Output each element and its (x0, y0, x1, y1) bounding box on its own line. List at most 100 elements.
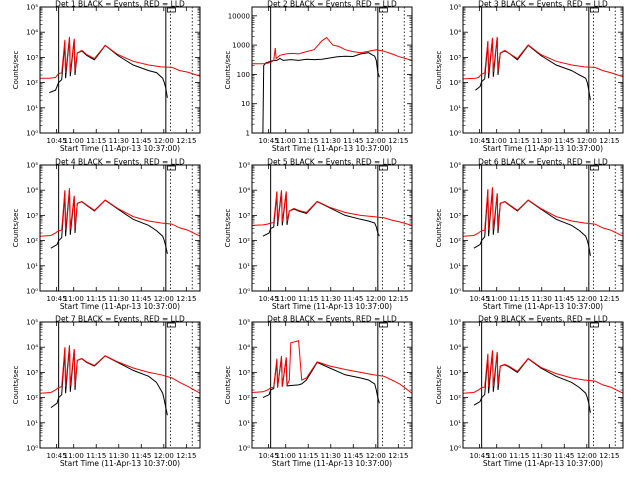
panel-title: Det 5 BLACK = Events, RED = LLD (267, 158, 397, 167)
x-tick-label: 11:45 (343, 295, 363, 303)
y-tick-label: 10⁰ (26, 130, 38, 138)
marker-box (378, 322, 388, 328)
x-axis-label: Start Time (11-Apr-13 10:37:00) (272, 144, 392, 153)
y-tick-label: 10⁵ (449, 162, 461, 170)
marker-box (166, 165, 176, 171)
x-tick-label: 11:15 (298, 137, 318, 145)
x-tick-label: 11:15 (86, 137, 106, 145)
x-tick-label: 10:45 (47, 295, 67, 303)
panel-title: Det 9 BLACK = Events, RED = LLD (478, 315, 608, 324)
x-tick-label: 10:45 (47, 452, 67, 460)
y-tick-label: 10⁰ (449, 288, 461, 296)
y-tick-label: 10³ (238, 212, 250, 220)
series-lld-line (463, 350, 623, 394)
x-tick-label: 10:45 (470, 137, 490, 145)
x-tick-label: 11:30 (109, 295, 129, 303)
x-tick-label: 10:45 (259, 295, 279, 303)
plot-frame (251, 321, 413, 449)
x-tick-label: 12:00 (577, 452, 597, 460)
x-tick-label: 11:30 (321, 137, 341, 145)
y-tick-label: 10³ (449, 369, 461, 377)
y-tick-label: 10⁵ (26, 319, 38, 327)
x-tick-label: 11:45 (554, 295, 574, 303)
x-tick-label: 11:15 (86, 452, 106, 460)
x-tick-label: 12:15 (599, 295, 619, 303)
series-lld-line (463, 187, 623, 237)
y-tick-label: 10³ (26, 369, 38, 377)
y-tick-label: 10⁴ (449, 344, 461, 352)
plot-frame (39, 321, 201, 449)
y-tick-label: 10⁰ (26, 288, 38, 296)
x-tick-label: 11:45 (554, 137, 574, 145)
y-tick-label: 10³ (449, 54, 461, 62)
plot-frame (39, 164, 201, 292)
y-tick-label: 10¹ (449, 262, 461, 270)
x-tick-label: 12:00 (154, 452, 174, 460)
panel-title: Det 6 BLACK = Events, RED = LLD (478, 158, 608, 167)
x-tick-label: 10:45 (259, 137, 279, 145)
x-tick-label: 11:30 (321, 295, 341, 303)
x-tick-label: 11:00 (64, 295, 84, 303)
marker-box (378, 165, 388, 171)
marker-box (166, 7, 176, 13)
y-tick-label: 10² (26, 237, 38, 245)
panel-title: Det 8 BLACK = Events, RED = LLD (267, 315, 397, 324)
x-tick-label: 11:00 (64, 452, 84, 460)
y-tick-label: 10¹ (238, 419, 250, 427)
series-events-line (262, 52, 380, 133)
x-tick-label: 11:00 (64, 137, 84, 145)
y-tick-label: 10⁵ (449, 4, 461, 12)
x-axis-label: Start Time (11-Apr-13 10:37:00) (272, 459, 392, 468)
x-tick-label: 11:30 (109, 452, 129, 460)
x-tick-label: 12:00 (154, 295, 174, 303)
marker-box (378, 7, 388, 13)
series-lld-line (40, 36, 200, 79)
y-tick-label: 10² (26, 79, 38, 87)
y-tick-label: 10⁴ (26, 344, 38, 352)
y-tick-label: 10⁰ (449, 130, 461, 138)
x-tick-label: 11:00 (487, 295, 507, 303)
y-tick-label: 10¹ (26, 419, 38, 427)
x-tick-label: 11:00 (487, 137, 507, 145)
plot-frame (251, 164, 413, 292)
y-tick-label: 10³ (26, 212, 38, 220)
y-tick-label: 10⁵ (26, 162, 38, 170)
x-tick-label: 11:00 (276, 137, 296, 145)
y-tick-label: 10² (449, 237, 461, 245)
panel-title: Det 3 BLACK = Events, RED = LLD (478, 0, 608, 9)
y-tick-label: 10⁴ (26, 187, 38, 195)
y-tick-label: 10⁵ (238, 162, 250, 170)
x-axis-label: Start Time (11-Apr-13 10:37:00) (60, 302, 180, 311)
x-tick-label: 11:45 (131, 137, 151, 145)
series-lld-line (463, 36, 623, 80)
y-tick-label: 10¹ (449, 104, 461, 112)
plot-frame (462, 321, 624, 449)
y-tick-label: 10⁰ (26, 445, 38, 453)
x-axis-label: Start Time (11-Apr-13 10:37:00) (60, 459, 180, 468)
series-lld-line (40, 345, 200, 394)
y-tick-label: 100 (237, 71, 250, 79)
x-tick-label: 12:00 (577, 137, 597, 145)
y-tick-label: 10³ (449, 212, 461, 220)
y-tick-label: 10⁴ (238, 187, 250, 195)
x-tick-label: 11:00 (487, 452, 507, 460)
series-lld-line (40, 188, 200, 237)
y-tick-label: 10¹ (26, 262, 38, 270)
y-tick-label: 10⁴ (449, 29, 461, 37)
y-tick-label: 1000 (232, 42, 250, 50)
y-tick-label: 10³ (238, 369, 250, 377)
series-events-line (49, 37, 168, 98)
marker-box (589, 7, 599, 13)
y-tick-label: 10⁵ (26, 4, 38, 12)
y-tick-label: 10⁴ (238, 344, 250, 352)
x-tick-label: 11:45 (131, 295, 151, 303)
x-tick-label: 11:00 (276, 295, 296, 303)
y-tick-label: 1 (246, 130, 250, 138)
marker-box (589, 322, 599, 328)
